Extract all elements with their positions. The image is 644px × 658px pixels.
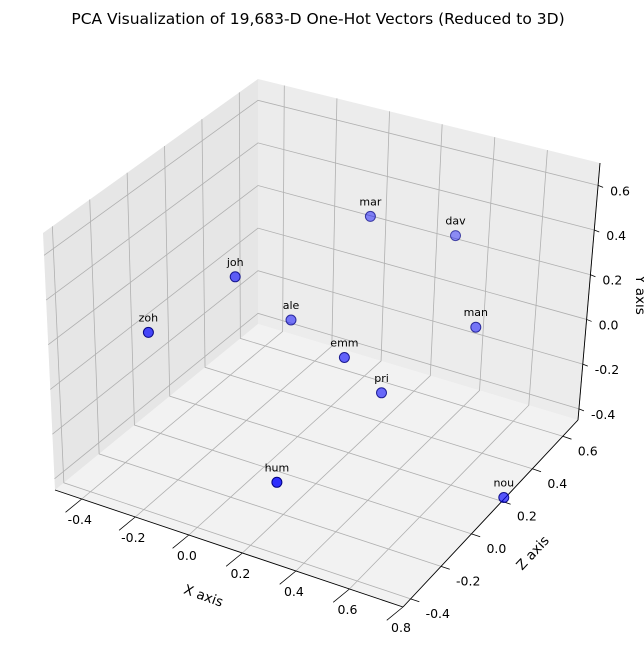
- z-tick-label: 0.4: [547, 476, 567, 491]
- x-grid-line: [242, 124, 443, 554]
- y-tick-mark: [582, 363, 588, 367]
- data-point-pri: pri: [374, 372, 389, 399]
- point-label: nou: [493, 477, 514, 490]
- x-tick-mark: [386, 606, 404, 621]
- scatter-marker: [364, 210, 376, 222]
- x-tick-mark: [65, 498, 83, 513]
- scatter-marker: [271, 476, 283, 488]
- z-tick-mark: [410, 598, 420, 603]
- x-tick-mark: [332, 588, 350, 603]
- z-tick-label: 0.0: [486, 541, 506, 556]
- x-tick-mark: [172, 534, 190, 549]
- x-tick-mark: [279, 570, 297, 585]
- data-point-joh: joh: [226, 256, 244, 283]
- point-label: hum: [265, 461, 290, 474]
- y-tick-label: 0.2: [602, 273, 622, 288]
- scatter-marker: [338, 352, 350, 363]
- z-tick-label: 0.2: [517, 508, 537, 523]
- scatter-marker: [229, 271, 241, 283]
- z-grid-line: [126, 172, 472, 535]
- x-tick-mark: [225, 552, 243, 567]
- point-label: man: [464, 306, 488, 319]
- x-tick-mark: [118, 516, 136, 531]
- z-grid-line: [89, 199, 442, 567]
- x-tick-label: 0.4: [284, 584, 304, 599]
- scatter-marker: [498, 492, 510, 503]
- axis-lines: [54, 162, 601, 608]
- data-point-hum: hum: [265, 461, 290, 488]
- data-point-nou: nou: [493, 477, 514, 503]
- chart-title: PCA Visualization of 19,683-D One-Hot Ve…: [71, 10, 564, 28]
- y-grid-line: [54, 312, 580, 480]
- data-point-man: man: [464, 306, 488, 333]
- z-tick-mark: [440, 565, 450, 570]
- x-grid-line: [295, 137, 496, 572]
- point-label: ale: [283, 299, 300, 312]
- y-grid-line: [52, 270, 583, 435]
- data-point-mar: mar: [359, 195, 382, 222]
- x-tick-label: 0.6: [338, 602, 358, 617]
- x-axis-label: X axis: [182, 582, 226, 611]
- y-tick-label: -0.2: [595, 362, 619, 377]
- data-point-emm: emm: [330, 337, 359, 363]
- z-tick-label: -0.2: [456, 573, 480, 588]
- data-point-dav: dav: [445, 215, 466, 242]
- y-tick-label: 0.0: [599, 317, 619, 332]
- z-grid-line: [238, 92, 563, 437]
- x-tick-label: 0.0: [177, 548, 197, 563]
- scatter-marker: [470, 321, 482, 333]
- y-tick-mark: [590, 274, 596, 278]
- floor-pane: [55, 324, 578, 607]
- x-grid-line: [349, 150, 548, 590]
- data-point-zoh: zoh: [139, 311, 159, 338]
- scatter-marker: [285, 314, 297, 326]
- z-axis-label: Z axis: [513, 533, 552, 574]
- y-axis-label: Y axis: [632, 274, 644, 315]
- scatter-marker: [142, 326, 154, 338]
- y-tick-mark: [586, 319, 592, 322]
- x-grid-line: [188, 111, 390, 536]
- point-label: emm: [330, 337, 358, 350]
- point-label: joh: [226, 256, 244, 269]
- point-label: zoh: [139, 311, 159, 324]
- y-axis-line: [577, 162, 601, 421]
- z-grid-line: [51, 226, 411, 600]
- y-grid-line: [50, 227, 587, 390]
- point-label: dav: [445, 215, 466, 228]
- x-tick-label: -0.2: [121, 530, 145, 545]
- point-label: mar: [359, 195, 381, 208]
- scatter-marker: [376, 387, 387, 399]
- tick-labels: -0.4 -0.2 0.0 0.2 0.4 0.6 0.8 -0.4 -0.2 0.0 0.2 0.4…: [65, 183, 630, 635]
- axis-panes: [43, 79, 600, 607]
- x-axis-line: [54, 489, 404, 608]
- x-tick-label: -0.4: [68, 512, 92, 527]
- y-tick-mark: [597, 184, 604, 188]
- z-grid-line: [164, 145, 503, 502]
- y-tick-mark: [578, 408, 585, 412]
- y-tick-label: 0.4: [606, 228, 626, 243]
- y-tick-label: -0.4: [591, 407, 615, 422]
- y-tick-mark: [594, 229, 600, 233]
- x-tick-label: 0.2: [230, 566, 250, 581]
- scatter-marker: [450, 230, 461, 242]
- z-tick-label: -0.4: [426, 606, 450, 621]
- z-axis-line: [402, 419, 579, 608]
- x-tick-label: 0.8: [391, 620, 411, 635]
- data-point-ale: ale: [283, 299, 300, 326]
- y-tick-label: 0.6: [610, 183, 630, 198]
- x-grid-line: [135, 98, 338, 518]
- y-grid-line: [43, 99, 599, 256]
- y-grid-line: [47, 185, 591, 346]
- y-grid-line: [45, 142, 595, 301]
- z-grid-line: [201, 119, 533, 470]
- data-points: dav mar man ale pri joh emm nou zoh hum: [139, 195, 514, 503]
- z-tick-mark: [562, 435, 572, 440]
- x-grid-line: [81, 85, 285, 500]
- z-tick-mark: [532, 468, 542, 473]
- point-label: pri: [374, 372, 389, 385]
- z-tick-label: 0.6: [578, 443, 598, 458]
- z-tick-mark: [471, 533, 481, 538]
